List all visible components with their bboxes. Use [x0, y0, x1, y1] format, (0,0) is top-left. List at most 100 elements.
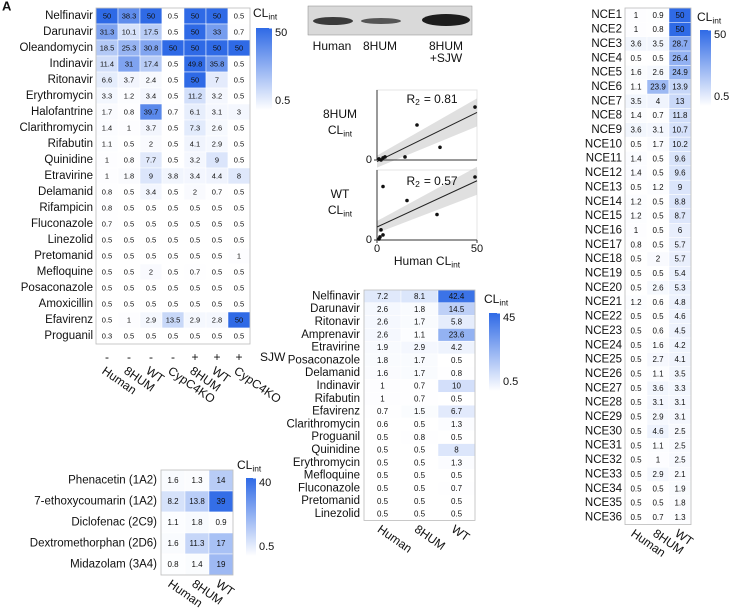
cell-value: 2.5	[674, 441, 686, 450]
row-label: Oleandomycin	[19, 42, 93, 54]
cell-value: 0.5	[102, 235, 112, 244]
cell-value: 3.4	[146, 91, 156, 100]
cell-value: 0.5	[102, 315, 112, 324]
point	[377, 157, 381, 161]
colorbar-tick-label: 45	[503, 312, 515, 324]
treatment-label: SJW	[260, 350, 286, 364]
cell-value: 0.5	[168, 203, 178, 212]
cell-value: 0.5	[234, 299, 244, 308]
cell-value: 8.1	[414, 292, 426, 301]
cell-value: 7.3	[190, 123, 200, 132]
cell-value: 1.7	[414, 369, 426, 378]
cell-value: 23.6	[449, 330, 465, 339]
y-axis-title-main: CL	[328, 123, 344, 137]
cell-value: 3.7	[146, 123, 156, 132]
cell-value: 4.6	[652, 427, 664, 436]
cell-value: 0.8	[102, 187, 112, 196]
cell-value: 3.6	[652, 384, 664, 393]
row-label: NCE12	[585, 167, 622, 179]
point	[473, 105, 477, 109]
cell-value: 1	[127, 123, 131, 132]
cell-value: 0.5	[630, 355, 642, 364]
cell-value: 2.9	[652, 470, 664, 479]
cell-value: 0.5	[630, 183, 642, 192]
cell-value: 0.8	[124, 107, 134, 116]
cell-value: 7	[215, 75, 219, 84]
row-label: NCE31	[585, 440, 622, 452]
cell-value: 0.5	[124, 267, 134, 276]
cell-value: 0.5	[377, 433, 389, 442]
heatmap-frame	[363, 289, 476, 521]
row-label: NCE5	[591, 67, 622, 79]
row-label: Mefloquine	[304, 470, 360, 482]
cell-value: 2.9	[190, 315, 200, 324]
row-label: Fluconazole	[31, 218, 93, 230]
cell-value: 0.5	[168, 219, 178, 228]
cell-value: 2.9	[212, 139, 222, 148]
cell-value: 0.8	[102, 203, 112, 212]
cell-value: 1	[127, 315, 131, 324]
row-label: Delamanid	[38, 186, 93, 198]
row-label: Efavirenz	[312, 406, 360, 418]
cell-value: 0.8	[451, 369, 463, 378]
cell-value: 11.2	[188, 91, 202, 100]
row-label: Pretomanid	[301, 495, 360, 507]
row-label: Posaconazole	[288, 354, 360, 366]
cell-value: 4.8	[674, 298, 686, 307]
cell-value: 1	[634, 11, 639, 20]
cell-value: 0.5	[212, 235, 222, 244]
cell-value: 3.1	[674, 398, 686, 407]
colorbar-tick-label: 0.5	[275, 95, 290, 107]
cell-value: 50	[213, 43, 221, 52]
cell-value: 0.5	[451, 497, 463, 506]
point	[377, 237, 381, 241]
colorbar-tick-label: 0.5	[503, 376, 518, 388]
row-label: Quinidine	[44, 154, 93, 166]
cell-value: 1.1	[652, 441, 664, 450]
cell-value: 0.7	[212, 187, 222, 196]
row-label: NCE23	[585, 325, 622, 337]
cell-value: 0.5	[630, 384, 642, 393]
cell-value: 0.5	[414, 471, 426, 480]
annotation-sub: 2	[415, 179, 420, 189]
cell-value: 1.4	[630, 169, 642, 178]
row-label: NCE14	[585, 196, 623, 208]
lane-label: 8HUM	[363, 39, 397, 53]
cell-value: 0.5	[168, 11, 178, 20]
cell-value: 0.5	[377, 458, 389, 467]
cell-value: 0.5	[451, 394, 463, 403]
cell-value: 2.6	[377, 305, 389, 314]
cell-value: 1	[634, 226, 639, 235]
cell-value: 42.4	[449, 292, 465, 301]
cell-value: 0.5	[630, 456, 642, 465]
cell-value: 10.2	[672, 140, 688, 149]
cell-value: 0.5	[146, 283, 156, 292]
cell-value: 50	[235, 315, 243, 324]
cell-value: 31.3	[100, 27, 115, 36]
point	[415, 123, 419, 127]
cell-value: 1.9	[377, 343, 389, 352]
cell-value: 2.6	[377, 330, 389, 339]
row-label: NCE33	[585, 468, 622, 480]
colorbar-title-sub: int	[252, 464, 262, 474]
cell-value: 4.1	[190, 139, 200, 148]
cell-value: 38.3	[122, 11, 137, 20]
cell-value: 50	[147, 11, 155, 20]
row-label: Posaconazole	[21, 282, 93, 294]
cell-value: 1.6	[167, 476, 179, 485]
cell-value: 3.8	[168, 171, 178, 180]
cell-value: 50	[191, 43, 199, 52]
row-label: Etravirine	[44, 170, 93, 182]
cell-value: 1.6	[630, 68, 642, 77]
cell-value: 0.5	[630, 413, 642, 422]
cell-value: 8.8	[674, 197, 686, 206]
cell-value: 1.4	[191, 560, 203, 569]
lane-label: +SJW	[430, 51, 463, 65]
y-axis-title: CLint	[328, 123, 353, 139]
annotation: R2 = 0.81	[406, 92, 457, 107]
point	[383, 155, 387, 159]
cell-value: 0.9	[215, 518, 227, 527]
cell-value: 3.3	[102, 91, 112, 100]
cell-value: 0.8	[167, 560, 179, 569]
point	[435, 212, 439, 217]
